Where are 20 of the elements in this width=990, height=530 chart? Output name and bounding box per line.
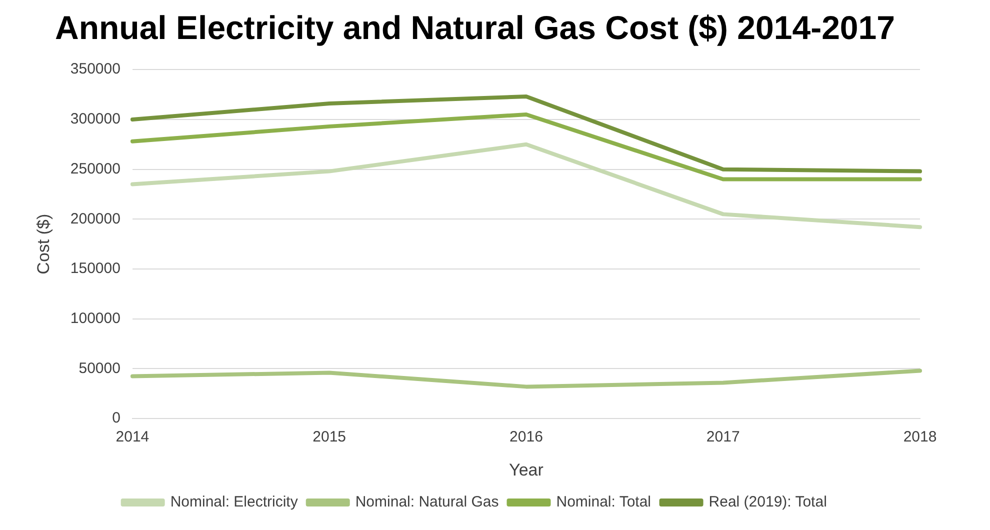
x-tick-label: 2014 xyxy=(116,428,150,446)
x-tick-label: 2018 xyxy=(903,428,937,446)
x-axis-title: Year xyxy=(509,460,544,480)
y-tick-label: 50000 xyxy=(78,360,120,377)
y-tick-label: 350000 xyxy=(70,60,120,78)
y-tick-label: 200000 xyxy=(70,210,120,228)
legend-label: Nominal: Natural Gas xyxy=(355,494,499,511)
y-tick-label: 150000 xyxy=(70,260,120,278)
legend-label: Nominal: Electricity xyxy=(170,494,298,511)
chart-title: Annual Electricity and Natural Gas Cost ($) 2014-2017 xyxy=(55,8,895,46)
x-tick-label: 2017 xyxy=(706,428,740,446)
y-tick-label: 250000 xyxy=(70,160,120,178)
legend-label: Nominal: Total xyxy=(556,494,652,511)
x-tick-label: 2016 xyxy=(510,428,543,446)
legend-label: Real (2019): Total xyxy=(708,494,827,511)
y-axis-title: Cost ($) xyxy=(34,214,53,274)
y-tick-label: 300000 xyxy=(70,110,120,128)
y-tick-label: 100000 xyxy=(70,310,120,328)
x-tick-label: 2015 xyxy=(312,428,346,446)
y-tick-label: 0 xyxy=(112,410,120,427)
